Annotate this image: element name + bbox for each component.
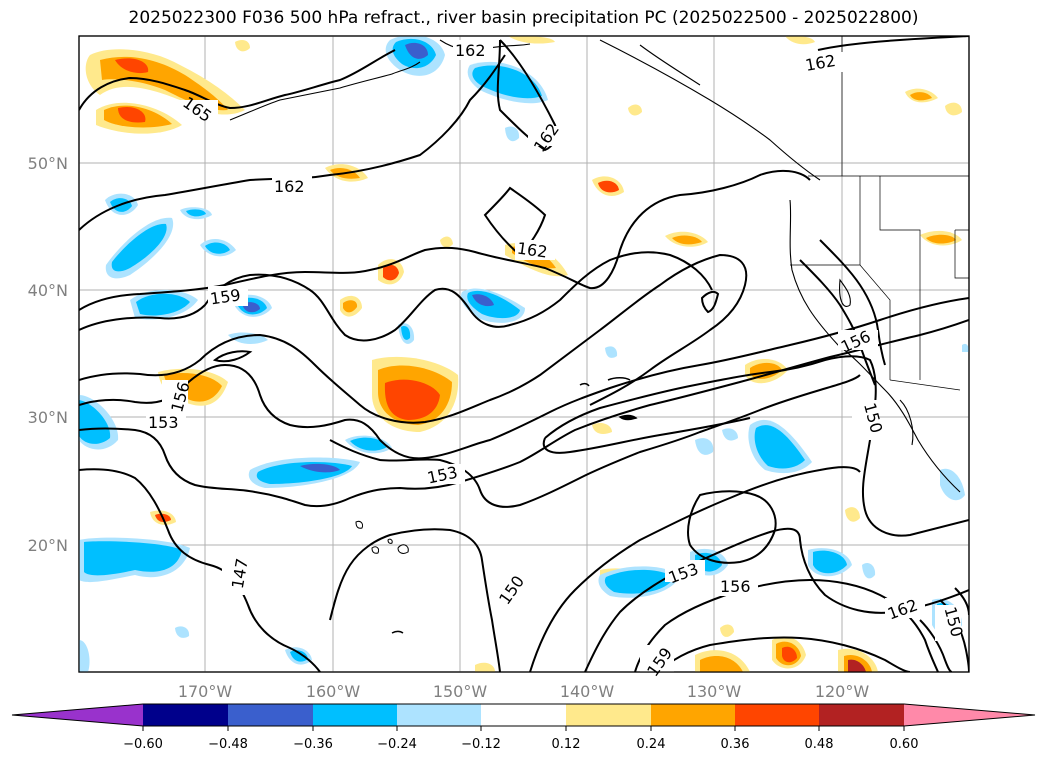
contour-label-text: 159 (209, 285, 242, 308)
gridlines (79, 36, 969, 672)
colorbar-bin (481, 704, 566, 726)
colorbar-bin (313, 704, 397, 726)
lon-label-150: 150°W (433, 682, 488, 701)
colorbar-tick: 0.60 (890, 737, 919, 752)
longitude-labels: 170°W 160°W 150°W 140°W 130°W 120°W (178, 682, 870, 701)
lat-label-50: 50°N (28, 154, 68, 173)
colorbar-tick: 0.24 (637, 737, 666, 752)
contour-label-159-b: 159 (640, 644, 676, 680)
colorbar-tick: −0.48 (208, 737, 248, 752)
colorbar-tick: 0.36 (721, 737, 750, 752)
colorbar-tick: 0.48 (805, 737, 834, 752)
map-title: 2025022300 F036 500 hPa refract., river … (128, 8, 919, 28)
colorbar-tick: −0.12 (461, 737, 501, 752)
islands (355, 520, 409, 554)
colorbar-tick: −0.24 (377, 737, 417, 752)
contour-label-147: 147 (222, 555, 252, 595)
contour-label-text: 162 (455, 41, 486, 60)
lon-label-120: 120°W (815, 682, 870, 701)
contour-label-162-f: 162 (885, 595, 925, 624)
contour-label-150-c: 150 (935, 605, 967, 641)
colorbar-bin (819, 704, 904, 726)
contour-label-153-c: 153 (665, 559, 705, 587)
lat-label-20: 20°N (28, 536, 68, 555)
lon-label-160: 160°W (306, 682, 361, 701)
colorbar-bin (735, 704, 819, 726)
colorbar-extend-high (904, 704, 1035, 726)
contour-label-text: 162 (274, 177, 305, 196)
contour-label-153-b: 153 (425, 463, 465, 488)
contour-label-159-a: 159 (208, 285, 248, 308)
lon-label-170: 170°W (178, 682, 233, 701)
colorbar-extend-low (12, 704, 143, 726)
contour-label-162-b: 162 (803, 51, 843, 75)
contour-label-text: 153 (148, 413, 179, 432)
colorbar-bin (397, 704, 481, 726)
colorbar-bin (228, 704, 313, 726)
contour-label-162-d: 162 (272, 176, 312, 196)
contour-label-162-a: 162 (453, 40, 493, 60)
map-border (78, 35, 970, 673)
colorbar-bin (143, 704, 228, 726)
lat-label-30: 30°N (28, 408, 68, 427)
lon-label-140: 140°W (560, 682, 615, 701)
contour-label-153-a: 153 (146, 412, 186, 432)
contour-label-text: 156 (720, 577, 751, 596)
latitude-labels: 50°N 40°N 30°N 20°N (28, 154, 68, 555)
colorbar-tick: 0.12 (552, 737, 581, 752)
colorbar-bin (566, 704, 651, 726)
lat-label-40: 40°N (28, 281, 68, 300)
colorbar-bin (651, 704, 735, 726)
contour-label-text: 162 (516, 239, 549, 262)
contour-label-156-c: 156 (718, 576, 758, 596)
lon-label-130: 130°W (687, 682, 742, 701)
contour-label-162-e: 162 (515, 239, 555, 262)
colorbar-tick: −0.60 (123, 737, 163, 752)
colorbar-tick: −0.36 (293, 737, 333, 752)
contour-label-150-b: 150 (492, 570, 528, 608)
small-closed-contours (391, 377, 638, 634)
colorbar: −0.60 −0.48 −0.36 −0.24 −0.12 0.12 0.24 … (11, 703, 1036, 752)
